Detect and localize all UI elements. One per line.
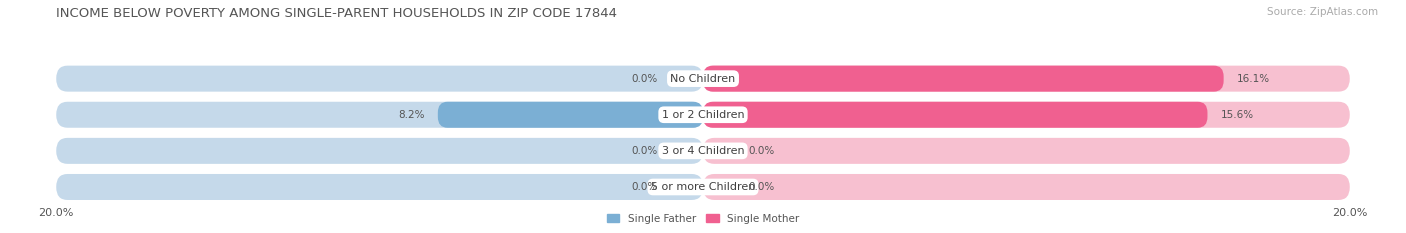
Text: 0.0%: 0.0% (631, 146, 658, 156)
FancyBboxPatch shape (56, 174, 703, 200)
FancyBboxPatch shape (703, 102, 1208, 128)
FancyBboxPatch shape (703, 66, 1350, 92)
Legend: Single Father, Single Mother: Single Father, Single Mother (603, 209, 803, 228)
Text: 3 or 4 Children: 3 or 4 Children (662, 146, 744, 156)
Text: 0.0%: 0.0% (631, 74, 658, 84)
Text: 0.0%: 0.0% (748, 182, 775, 192)
Text: 15.6%: 15.6% (1220, 110, 1254, 120)
FancyBboxPatch shape (703, 138, 1350, 164)
FancyBboxPatch shape (703, 102, 1350, 128)
Text: 8.2%: 8.2% (398, 110, 425, 120)
FancyBboxPatch shape (56, 66, 703, 92)
Text: 16.1%: 16.1% (1237, 74, 1270, 84)
Text: 1 or 2 Children: 1 or 2 Children (662, 110, 744, 120)
FancyBboxPatch shape (703, 66, 1223, 92)
Text: INCOME BELOW POVERTY AMONG SINGLE-PARENT HOUSEHOLDS IN ZIP CODE 17844: INCOME BELOW POVERTY AMONG SINGLE-PARENT… (56, 7, 617, 20)
FancyBboxPatch shape (56, 102, 703, 128)
FancyBboxPatch shape (703, 174, 1350, 200)
Text: 5 or more Children: 5 or more Children (651, 182, 755, 192)
FancyBboxPatch shape (56, 138, 703, 164)
Text: No Children: No Children (671, 74, 735, 84)
Text: 0.0%: 0.0% (748, 146, 775, 156)
Text: 0.0%: 0.0% (631, 182, 658, 192)
FancyBboxPatch shape (437, 102, 703, 128)
Text: Source: ZipAtlas.com: Source: ZipAtlas.com (1267, 7, 1378, 17)
